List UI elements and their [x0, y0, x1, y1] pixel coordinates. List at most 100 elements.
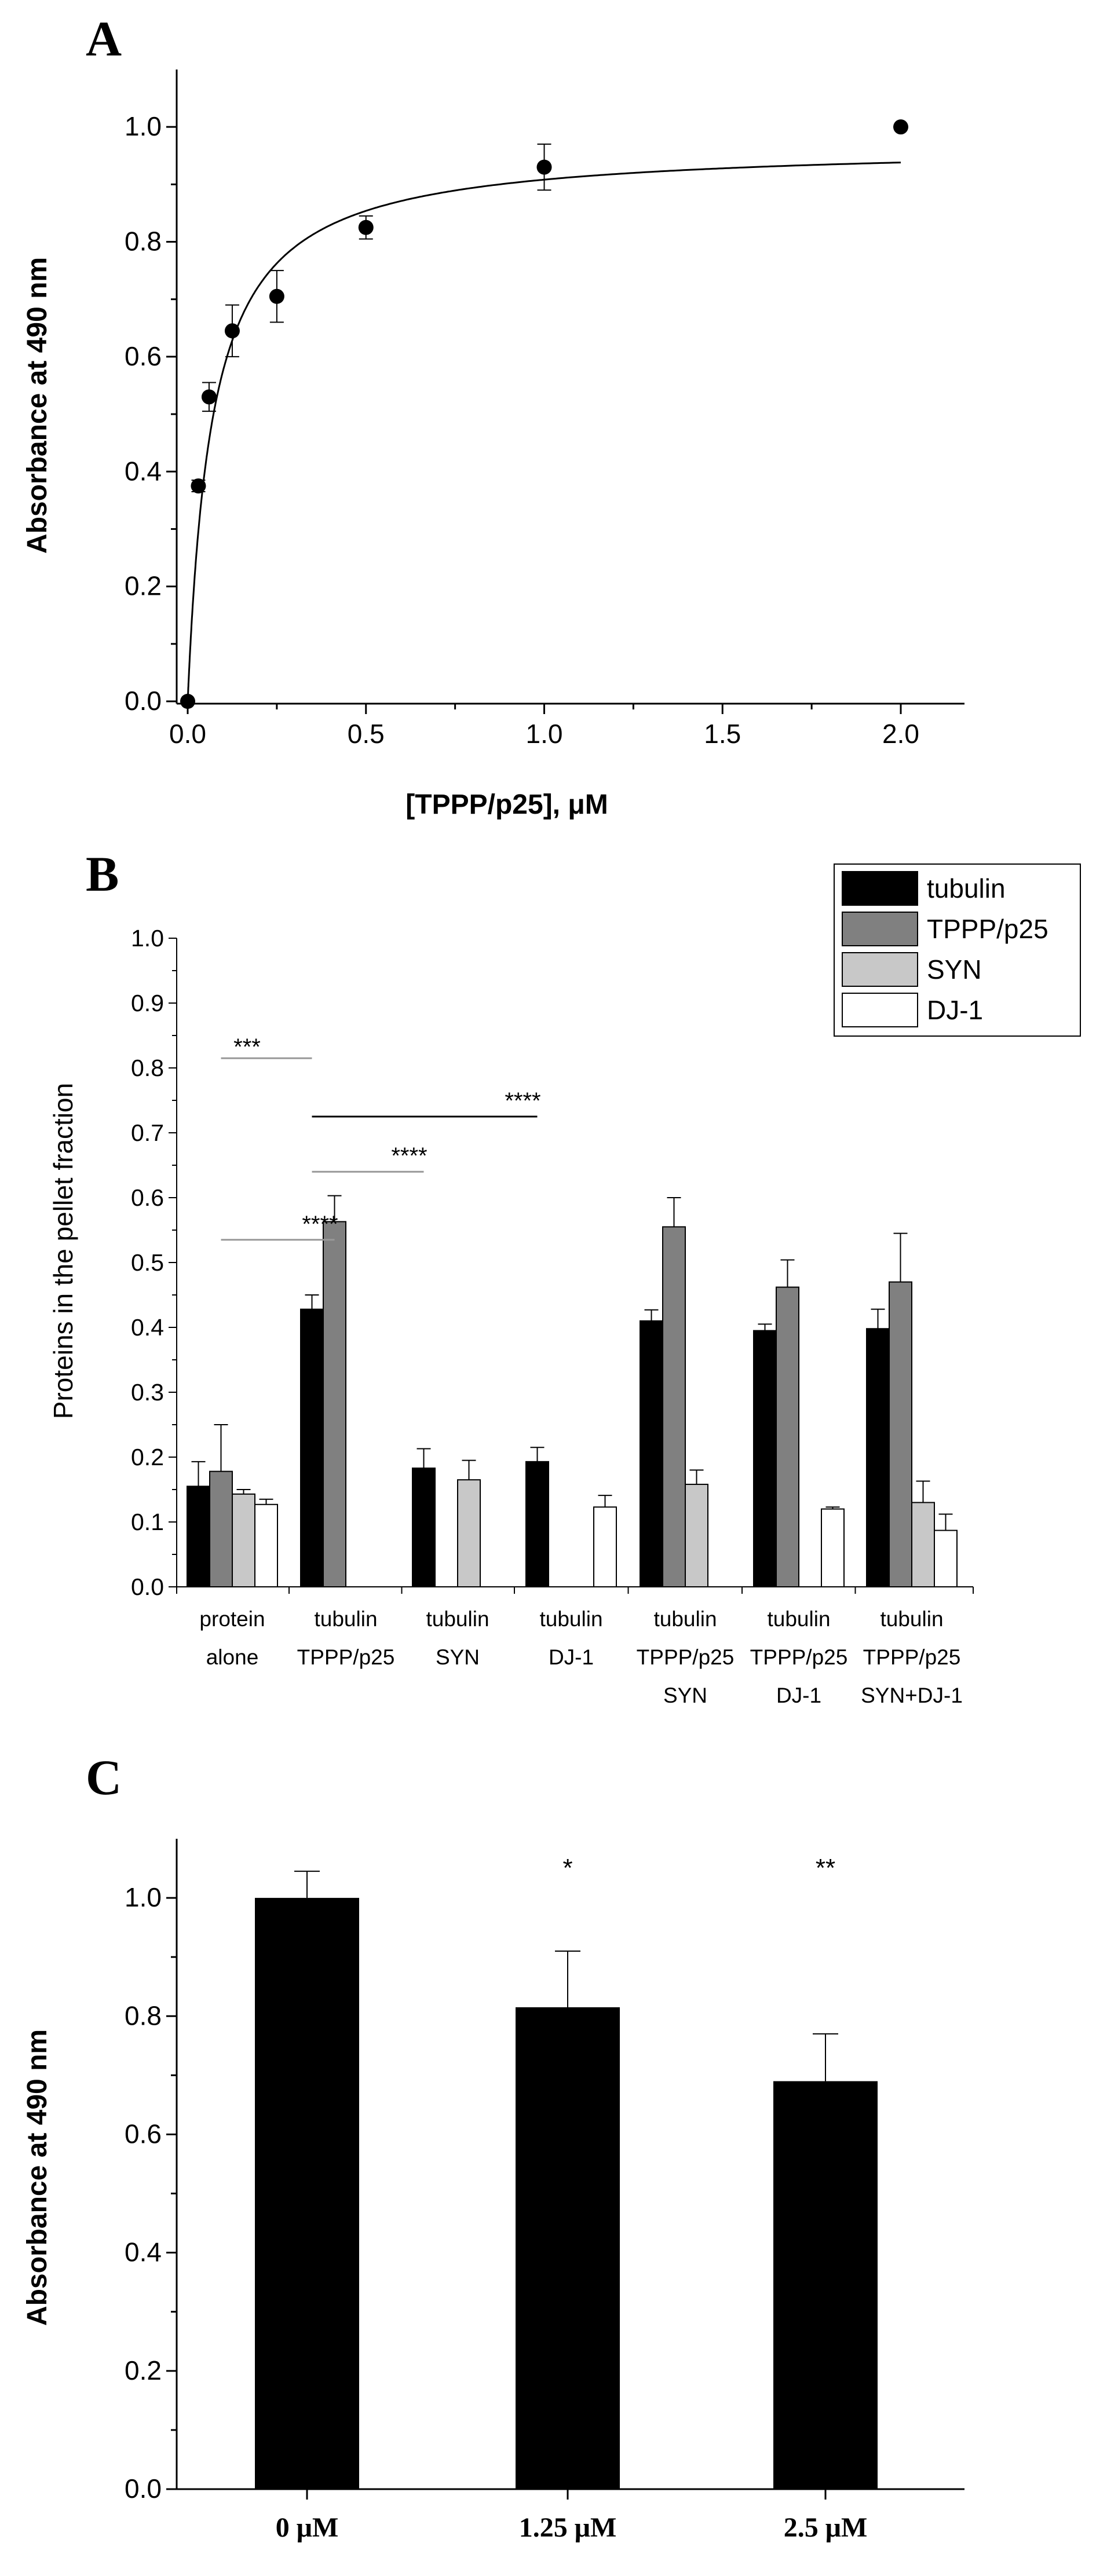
panel-b-bar: [662, 1226, 686, 1587]
panel-a-data-point: [180, 694, 195, 709]
panel-c-category-label: 1.25 μM: [519, 2512, 617, 2543]
panel-b-group-label: tubulin: [314, 1607, 377, 1631]
panel-a-xtick-label: 0.5: [348, 719, 385, 749]
panel-a-data-point: [191, 478, 206, 494]
panel-a-ytick-label: 0.6: [125, 341, 162, 371]
panel-b-bar: [821, 1508, 845, 1588]
panel-b-bar: [254, 1503, 278, 1588]
panel-b-group-label: tubulin: [653, 1607, 717, 1631]
panel-b-legend: tubulin TPPP/p25 SYN DJ-1: [834, 863, 1081, 1037]
panel-a-xlabel: [TPPP/p25], μM: [405, 789, 608, 820]
panel-b-significance-label: ****: [505, 1088, 540, 1114]
panel-b-ylabel: Proteins in the pellet fraction: [48, 1083, 78, 1419]
panel-c-ytick-label: 0.0: [125, 2473, 162, 2504]
panel-b-significance-label: ****: [302, 1212, 338, 1237]
legend-swatch-tppp: [842, 912, 918, 946]
panel-b-group-label: tubulin: [426, 1607, 489, 1631]
panel-a-xtick-label: 0.0: [169, 719, 206, 749]
panel-b-significance-label: ***: [233, 1034, 261, 1060]
panel-a-data-point: [893, 119, 908, 135]
panel-b-bar: [187, 1485, 210, 1587]
panel-b-group-label: DJ-1: [776, 1684, 821, 1707]
panel-b-ytick-label: 0.1: [131, 1509, 164, 1535]
panel-a-ytick-label: 0.4: [125, 456, 162, 486]
panel-c-significance-label: **: [816, 1854, 835, 1882]
panel-label-b: B: [86, 846, 119, 902]
panel-label-c: C: [86, 1750, 122, 1805]
panel-b-significance-label: ****: [391, 1143, 427, 1169]
panel-b-ytick-label: 0.8: [131, 1055, 164, 1081]
panel-b-ytick-label: 0.7: [131, 1119, 164, 1146]
panel-c-ytick-label: 0.2: [125, 2355, 162, 2385]
panel-c-ylabel: Absorbance at 490 nm: [22, 2029, 53, 2326]
panel-b-bar: [232, 1493, 255, 1588]
panel-b-bar: [525, 1461, 549, 1588]
panel-a-ytick-label: 0.8: [125, 226, 162, 257]
panel-b-bar: [209, 1470, 233, 1587]
panel-b-ytick-label: 1.0: [131, 925, 164, 952]
legend-label-tppp: TPPP/p25: [927, 914, 1048, 944]
panel-b-group-label: SYN: [436, 1645, 480, 1669]
panel-a-xtick-label: 1.5: [704, 719, 741, 749]
panel-b-group-label: SYN: [663, 1684, 707, 1707]
panel-b-ytick-label: 0.0: [131, 1574, 164, 1600]
panel-c-ytick-label: 0.6: [125, 2118, 162, 2149]
panel-label-a: A: [86, 11, 122, 67]
panel-b-ytick-label: 0.4: [131, 1314, 164, 1341]
legend-swatch-dj1: [842, 993, 918, 1027]
panel-c-bar: [516, 2007, 620, 2489]
panel-a-xtick-label: 2.0: [882, 719, 919, 749]
panel-b-ytick-label: 0.3: [131, 1379, 164, 1406]
panel-b-bar: [323, 1221, 346, 1587]
panel-b-bar: [640, 1320, 663, 1588]
panel-b-chart: Proteins in the pellet fraction tubulin …: [48, 863, 1081, 1707]
panel-a-xtick-label: 1.0: [526, 719, 563, 749]
panel-a-data-point: [269, 288, 284, 304]
legend-swatch-syn: [842, 952, 918, 987]
panel-c-bar: [255, 1898, 359, 2489]
legend-swatch-tubulin: [842, 871, 918, 906]
panel-a-ylabel: Absorbance at 490 nm: [22, 257, 53, 554]
panel-b-bar: [457, 1479, 481, 1587]
panel-b-group-label: TPPP/p25: [750, 1645, 848, 1669]
legend-label-dj1: DJ-1: [927, 995, 983, 1025]
panel-a-data-point: [536, 159, 552, 175]
panel-b-group-label: tubulin: [539, 1607, 602, 1631]
panel-a-fit-curve: [187, 162, 901, 701]
panel-c-category-label: 0 μM: [276, 2512, 339, 2543]
legend-label-syn: SYN: [927, 954, 982, 985]
panel-b-bar: [300, 1308, 324, 1587]
legend-label-tubulin: tubulin: [927, 873, 1006, 903]
panel-b-ytick-label: 0.6: [131, 1184, 164, 1211]
panel-b-bar: [776, 1286, 799, 1588]
panel-b-bar: [934, 1529, 958, 1588]
panel-b-ytick-label: 0.5: [131, 1249, 164, 1276]
panel-b-group-label: TPPP/p25: [297, 1645, 395, 1669]
panel-b-bar: [911, 1502, 935, 1587]
panel-a-data-point: [224, 323, 240, 339]
panel-b-group-label: tubulin: [767, 1607, 830, 1631]
panel-b-bar: [753, 1330, 777, 1588]
panel-c-category-label: 2.5 μM: [784, 2512, 868, 2543]
panel-b-bar: [889, 1281, 912, 1588]
panel-b-ytick-label: 0.2: [131, 1444, 164, 1470]
panel-b-ytick-label: 0.9: [131, 990, 164, 1016]
panel-c-ytick-label: 0.4: [125, 2237, 162, 2267]
panel-a-data-point: [201, 389, 217, 405]
panel-c-ytick-label: 0.8: [125, 2000, 162, 2030]
panel-b-bar: [412, 1468, 436, 1588]
panel-b-group-label: DJ-1: [549, 1645, 594, 1669]
panel-c-chart: Absorbance at 490 nm 0.0 0.2 0.4 0.6 0.8 1.0 0…: [22, 1839, 964, 2543]
panel-b-bar: [593, 1506, 617, 1587]
panel-b-bar: [685, 1484, 708, 1588]
panel-c-ytick-label: 1.0: [125, 1882, 162, 1912]
panel-b-group-label: tubulin: [880, 1607, 943, 1631]
panel-b-group-label: alone: [206, 1645, 259, 1669]
panel-c-bar: [773, 2081, 878, 2489]
panel-a-ytick-label: 0.2: [125, 571, 162, 601]
panel-b-bar: [866, 1328, 890, 1587]
panel-c-significance-label: *: [562, 1854, 572, 1882]
panel-a-data-point: [358, 219, 374, 235]
panel-b-group-label: TPPP/p25: [637, 1645, 735, 1669]
